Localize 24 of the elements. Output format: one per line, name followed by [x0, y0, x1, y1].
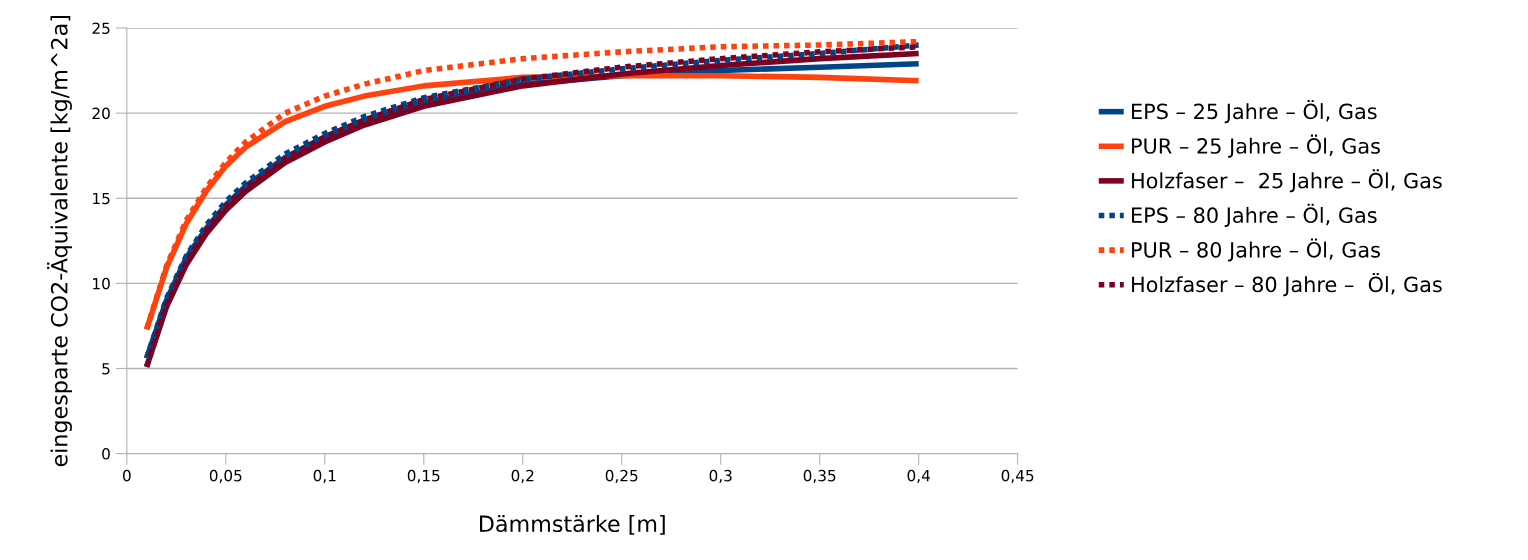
x-tick-label: 0,25: [605, 469, 638, 483]
x-tick-label: 0,45: [1001, 469, 1034, 483]
y-tick-label: 5: [102, 363, 110, 375]
legend-label: PUR – 25 Jahre – Öl, Gas: [1132, 134, 1380, 158]
x-tick-label: 0,4: [907, 469, 930, 483]
x-tick-label: 0,15: [407, 469, 440, 483]
x-tick-label: 0,35: [803, 469, 836, 483]
legend-label: EPS – 25 Jahre – Öl, Gas: [1132, 99, 1377, 124]
x-tick-label: 0: [122, 469, 131, 482]
y-tick-label: 0: [102, 448, 110, 460]
legend-label: EPS – 80 Jahre – Öl, Gas: [1132, 203, 1377, 227]
y-tick-label: 10: [93, 277, 110, 290]
legend-label: Holzfaser – 80 Jahre – Öl, Gas: [1132, 273, 1442, 297]
legend-label: PUR – 80 Jahre – Öl, Gas: [1132, 238, 1380, 262]
x-tick-label: 0,3: [709, 469, 732, 483]
x-axis-title: Dämmstärke [m]: [479, 514, 665, 535]
x-tick-label: 0,05: [209, 469, 242, 483]
y-tick-label: 15: [93, 192, 110, 205]
x-tick-label: 0,2: [511, 469, 534, 483]
y-tick-label: 20: [92, 107, 110, 120]
y-axis-title: eingesparte CO2-Äquivalente [kg/m^2a]: [47, 16, 72, 467]
y-tick-label: 25: [92, 22, 110, 35]
legend-label: Holzfaser – 25 Jahre – Öl, Gas: [1132, 169, 1442, 193]
x-tick-label: 0,1: [313, 469, 336, 483]
